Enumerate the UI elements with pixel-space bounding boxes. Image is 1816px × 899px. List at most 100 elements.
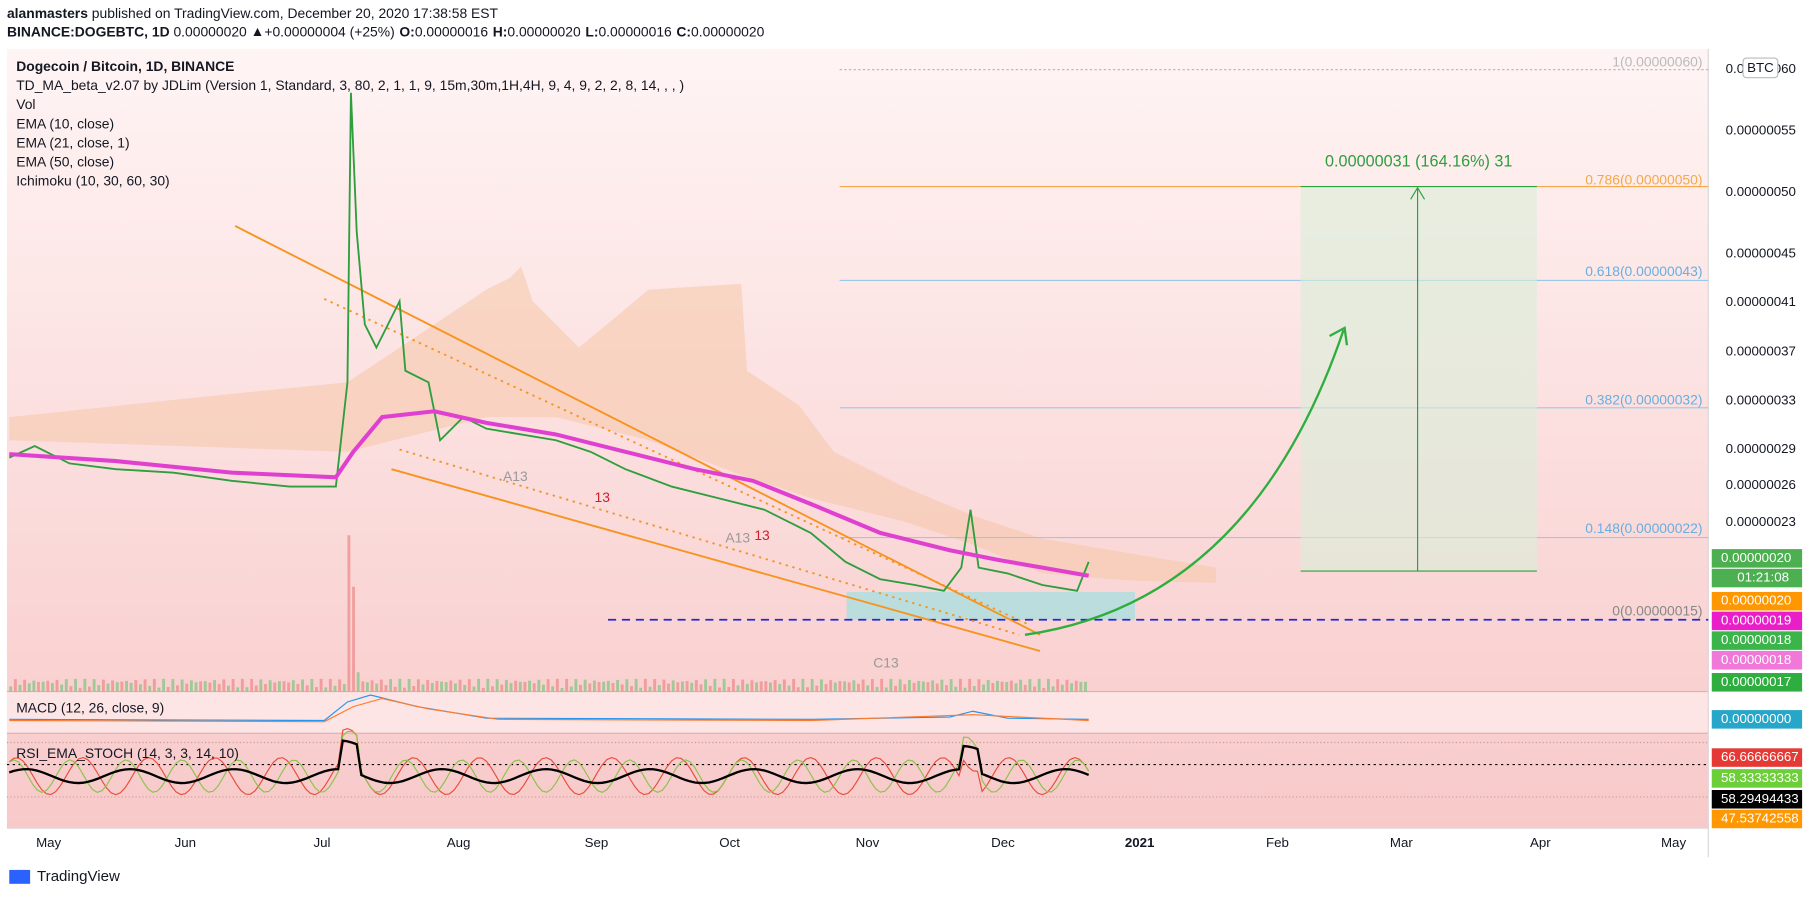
volume-bar <box>101 679 105 692</box>
measure-box <box>1300 186 1537 572</box>
ohlc-value: 0.00000016 <box>598 23 672 39</box>
ichimoku-cloud <box>9 266 1217 583</box>
volume-bar <box>991 682 995 692</box>
volume-bar <box>824 684 828 692</box>
volume-bar <box>759 681 763 692</box>
volume-bar <box>787 685 791 692</box>
published: published on TradingView.com, December 2… <box>92 5 499 21</box>
volume-bar <box>74 678 78 692</box>
price-tag: 0.00000019 <box>1721 612 1791 627</box>
price-tag: 58.33333333 <box>1721 770 1799 785</box>
volume-bar <box>454 683 457 692</box>
volume-bar <box>352 586 355 692</box>
volume-bar <box>472 686 476 692</box>
volume-bar <box>949 679 953 692</box>
price-label: 0.00000029 <box>1726 441 1796 456</box>
measure-arrowhead <box>1410 186 1426 200</box>
volume-bar <box>653 679 657 692</box>
volume-bar <box>176 685 179 692</box>
volume-bar <box>393 686 397 692</box>
volume-bar <box>287 682 291 692</box>
price-label: 0.00000026 <box>1726 477 1796 492</box>
price-label: 0.00000041 <box>1726 294 1796 309</box>
volume-bar <box>486 678 490 692</box>
volume-bar <box>78 687 82 692</box>
price-tag: 0.00000017 <box>1721 674 1791 689</box>
volume-bar <box>495 679 499 692</box>
volume-bar <box>134 679 138 692</box>
volume-bar <box>648 686 652 692</box>
volume-bar <box>338 679 342 692</box>
volume-bar <box>819 679 823 692</box>
volume-bar <box>421 684 425 692</box>
volume-bar <box>227 685 230 692</box>
volume-bar <box>310 679 314 692</box>
ohlc-value: 0.00000016 <box>415 23 489 39</box>
volume-bar <box>977 679 981 692</box>
annotation: 13 <box>754 527 770 543</box>
volume-bar <box>986 679 990 692</box>
volume-bar <box>588 683 592 692</box>
support-box <box>846 591 1135 620</box>
price-label: 0.00000033 <box>1726 392 1796 407</box>
time-label: Oct <box>719 835 740 850</box>
volume-bar <box>940 679 944 692</box>
volume-bar <box>833 682 837 692</box>
ohlc-value: 0.00000020 <box>691 23 765 39</box>
volume-bar <box>620 684 624 692</box>
ohlc-label: C: <box>676 23 691 39</box>
price-tag: 0.00000018 <box>1721 632 1791 647</box>
volume-bar <box>528 680 532 692</box>
price-tag-bg <box>1711 631 1803 650</box>
volume-bar <box>389 679 393 692</box>
volume-bar <box>560 687 564 692</box>
rsi-lines <box>8 727 1090 796</box>
volume-bar <box>718 687 721 692</box>
volume-bar <box>880 678 884 692</box>
volume-bar <box>315 687 318 692</box>
volume-bar <box>296 683 300 692</box>
volume-bar <box>97 685 101 692</box>
volume-bar <box>430 682 434 692</box>
volume-bar <box>722 678 726 692</box>
volume-bar <box>912 682 916 692</box>
volume-bar <box>657 685 661 692</box>
legend-entry: EMA (10, close) <box>16 115 114 131</box>
volume-bar <box>917 680 921 692</box>
volume-bar <box>796 687 800 692</box>
currency: BTC <box>1747 60 1774 75</box>
volume-bar <box>685 680 689 692</box>
volume-bar <box>301 679 305 692</box>
volume-bar <box>847 682 851 692</box>
volume-bar <box>185 683 189 692</box>
volume-bar <box>23 679 27 692</box>
volume-bar <box>829 680 833 692</box>
volume-bar <box>532 683 536 692</box>
volume-bar <box>398 678 402 692</box>
volume-bar <box>579 684 582 692</box>
volume-bar <box>1009 680 1013 692</box>
volume-bar <box>843 681 847 692</box>
time-label: Aug <box>447 835 471 850</box>
volume-bar <box>435 680 439 692</box>
price-tag: 01:21:08 <box>1737 570 1789 585</box>
volume-bar <box>764 681 768 692</box>
volume-bar <box>727 686 731 692</box>
volume-bar <box>681 681 684 692</box>
footer-brand: TradingView <box>37 868 120 885</box>
volume-bar <box>773 680 777 692</box>
volume-bar <box>741 679 745 692</box>
volume-bar <box>199 681 203 692</box>
volume-bar <box>328 678 332 692</box>
volume-bar <box>208 682 212 692</box>
volume-bar <box>592 680 596 692</box>
volume-bar <box>254 685 258 692</box>
volume-bar <box>46 680 50 692</box>
ohlc-label: H: <box>493 23 508 39</box>
volume-bar <box>597 681 601 692</box>
legend-entry: Dogecoin / Bitcoin, 1D, BINANCE <box>16 58 234 74</box>
volume-bar <box>1014 683 1018 692</box>
legend-entry: Ichimoku (10, 30, 60, 30) <box>16 173 169 189</box>
volume-bar <box>18 684 22 692</box>
volume-bar <box>931 680 935 692</box>
